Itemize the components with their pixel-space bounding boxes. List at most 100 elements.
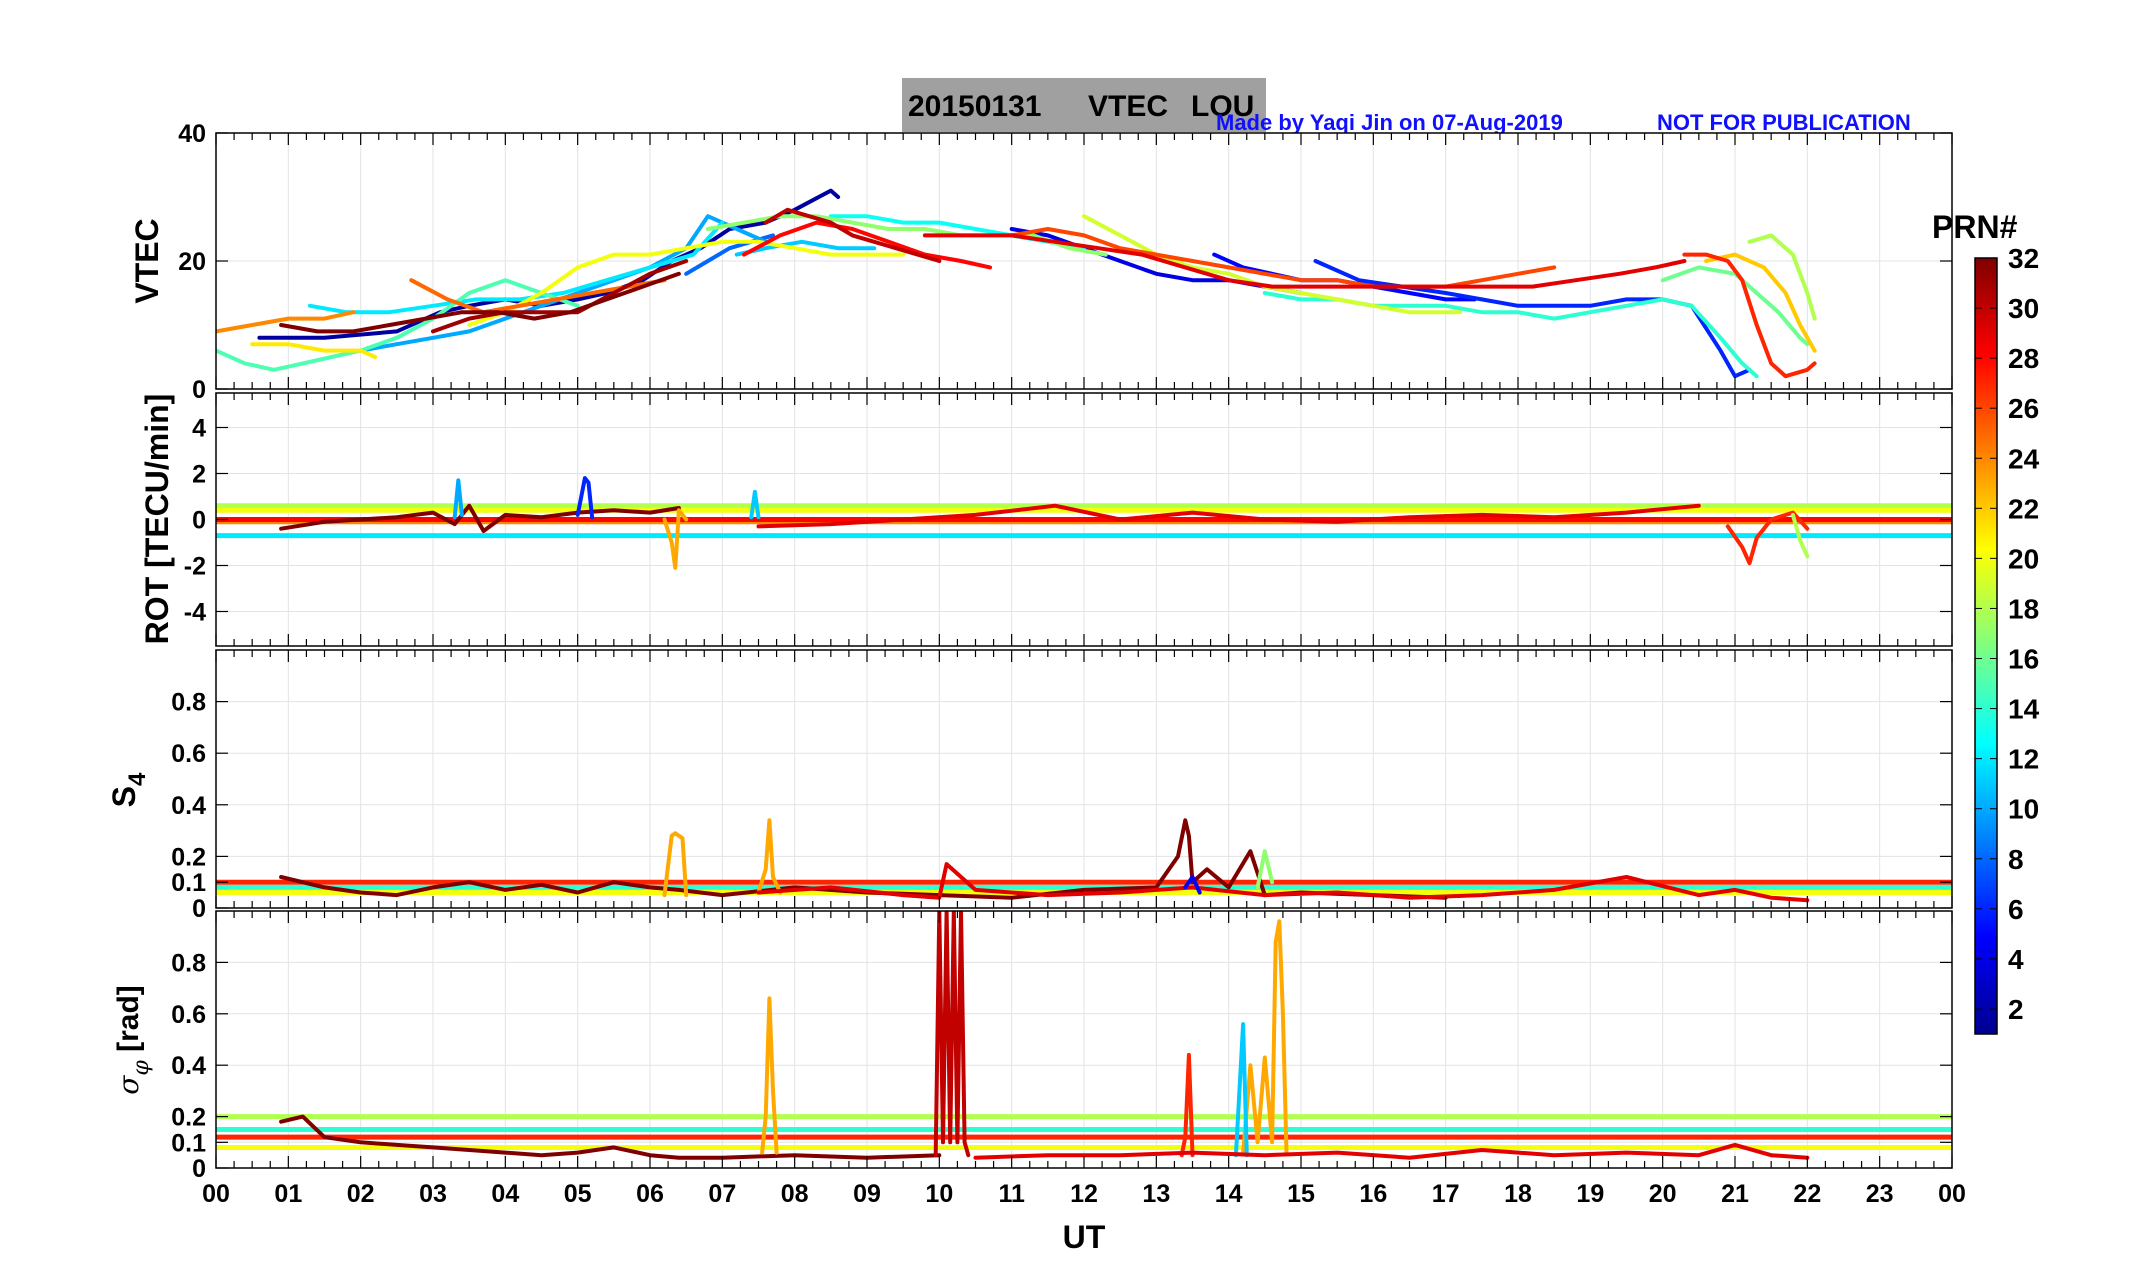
colorbar-tick-label: 8 xyxy=(2008,844,2024,875)
colorbar-tick-label: 16 xyxy=(2008,644,2039,675)
svg-text:S4: S4 xyxy=(106,772,151,807)
colorbar-tick-label: 6 xyxy=(2008,894,2024,925)
prn-23-series xyxy=(1241,919,1289,1155)
prn-29-series xyxy=(756,503,1701,529)
x-tick-label: 07 xyxy=(708,1180,736,1208)
prn-23-series xyxy=(662,831,689,898)
y-tick-label: -4 xyxy=(184,599,206,627)
x-tick-label: 19 xyxy=(1576,1180,1604,1208)
y-tick-label: 0.4 xyxy=(171,1052,206,1080)
colorbar-tick-label: 22 xyxy=(2008,493,2039,524)
y-tick-label: -2 xyxy=(184,553,206,581)
prn-17-series xyxy=(1255,849,1275,890)
prn-30-series xyxy=(933,911,971,1158)
prn-22-series xyxy=(1704,252,1817,353)
y-tick-label: 0.6 xyxy=(171,740,206,768)
prn-26-series xyxy=(1009,227,1557,289)
y-tick-label: 0.6 xyxy=(171,1001,206,1029)
colorbar-tick-label: 24 xyxy=(2008,443,2040,474)
x-axis-label: UT xyxy=(1063,1219,1106,1255)
colorbar-tick-label: 26 xyxy=(2008,393,2039,424)
y-tick-label: 0 xyxy=(192,895,206,923)
prn-18-series xyxy=(1747,233,1817,321)
rot-data xyxy=(216,476,1952,570)
colorbar-tick-label: 30 xyxy=(2008,293,2039,324)
y-tick-label: 0.4 xyxy=(171,792,206,820)
prn-32-series xyxy=(279,503,681,533)
y-tick-label: 40 xyxy=(178,120,206,148)
prn-16-series xyxy=(1660,265,1810,347)
sigma-phi-panel: 00.10.2 0.4 0.6 0.8 xyxy=(171,910,1953,1183)
colorbar-tick-label: 28 xyxy=(2008,343,2039,374)
y-tick-label: 0 xyxy=(192,507,206,535)
rot-panel: -4 -2 0 2 4 xyxy=(184,392,1953,647)
credit-made-by: Made by Yaqi Jin on 07-Aug-2019 xyxy=(1216,110,1563,135)
title-box xyxy=(902,78,1266,132)
x-tick-label: 11 xyxy=(998,1180,1025,1208)
prn-32-series xyxy=(279,1114,942,1160)
title-station: LOU xyxy=(1191,90,1254,123)
x-tick-label: 10 xyxy=(925,1180,953,1208)
prn-24-series xyxy=(216,310,356,334)
s4-data xyxy=(216,818,1952,903)
x-tick-label: 20 xyxy=(1649,1180,1677,1208)
x-tick-label: 16 xyxy=(1359,1180,1387,1208)
colorbar-tick-label: 2 xyxy=(2008,994,2024,1025)
sigma-phi-ylabel: σφ [rad] xyxy=(112,985,154,1095)
prn-27-series xyxy=(1179,1052,1195,1158)
credit-notice: NOT FOR PUBLICATION xyxy=(1657,110,1911,135)
x-tick-label: 12 xyxy=(1070,1180,1098,1208)
x-tick-label: 08 xyxy=(781,1180,809,1208)
prn-29-series xyxy=(973,1142,1810,1160)
prn-11-series xyxy=(749,489,761,520)
x-tick-label: 01 xyxy=(274,1180,302,1208)
y-tick-label: 0 xyxy=(192,376,206,404)
x-tick-labels: 00 01 02 03 04 05 06 07 08 09 10 11 12 13 14 15 16 17 18 19… xyxy=(202,1180,1966,1208)
y-tick-label: 0 xyxy=(192,1155,206,1183)
prn-32-series xyxy=(279,271,681,334)
title-quantity: VTEC xyxy=(1088,90,1168,123)
y-tick-label: 4 xyxy=(192,415,206,443)
prn-20-series xyxy=(467,239,906,327)
x-tick-label: 23 xyxy=(1866,1180,1894,1208)
x-tick-label: 22 xyxy=(1793,1180,1821,1208)
y-tick-label: 0.2 xyxy=(171,843,206,871)
x-tick-label: 09 xyxy=(853,1180,881,1208)
s4-panel: 00.10.2 0.4 0.6 0.8 xyxy=(171,649,1953,923)
prn-6-series xyxy=(575,476,595,520)
vtec-ylabel: VTEC xyxy=(129,218,165,303)
s4-ylabel: S4 xyxy=(106,772,151,807)
colorbar xyxy=(1974,257,1998,1035)
x-tick-label: 03 xyxy=(419,1180,447,1208)
y-tick-label: 0.1 xyxy=(171,869,206,897)
x-tick-label: 06 xyxy=(636,1180,664,1208)
colorbar-tick-label: 18 xyxy=(2008,593,2039,624)
x-tick-label: 00 xyxy=(202,1180,230,1208)
y-tick-label: 2 xyxy=(192,461,206,489)
x-tick-label: 04 xyxy=(491,1180,519,1208)
colorbar-tick-label: 14 xyxy=(2008,694,2040,725)
prn-23-series xyxy=(756,818,783,895)
y-tick-label: 0.1 xyxy=(171,1129,206,1157)
title-date: 20150131 xyxy=(908,90,1041,123)
prn-5-series xyxy=(1183,875,1202,895)
sigma_phi-data xyxy=(216,911,1952,1160)
x-tick-label: 15 xyxy=(1287,1180,1315,1208)
y-tick-label: 0.2 xyxy=(171,1104,206,1132)
colorbar-label: PRN# xyxy=(1932,209,2018,245)
prn-29-series xyxy=(922,233,1687,289)
x-tick-label: 17 xyxy=(1432,1180,1460,1208)
colorbar-tick-label: 32 xyxy=(2008,243,2039,274)
prn-23-series xyxy=(760,996,779,1155)
prn-12-series xyxy=(308,220,725,315)
x-tick-label: 21 xyxy=(1721,1180,1749,1208)
svg-text:σφ [rad]: σφ [rad] xyxy=(112,985,154,1095)
vtec-panel: 0 20 40 xyxy=(178,120,1953,404)
x-tick-label: 02 xyxy=(347,1180,375,1208)
colorbar-tick-label: 4 xyxy=(2008,944,2024,975)
prn-23-series xyxy=(662,508,689,570)
x-tick-label: 00 xyxy=(1938,1180,1966,1208)
prn-11-series xyxy=(1233,1022,1249,1158)
